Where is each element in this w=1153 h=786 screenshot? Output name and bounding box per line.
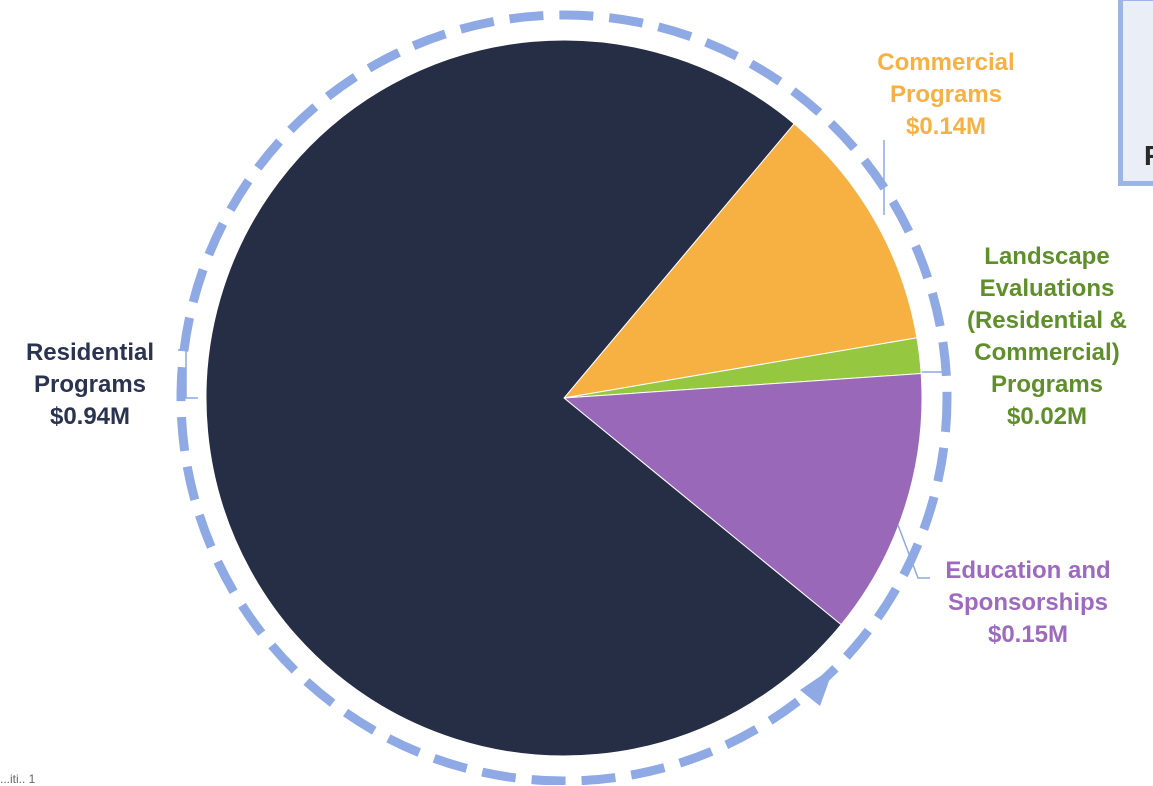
- slice-label-line: $0.15M: [988, 621, 1068, 648]
- footnote-fragment: ...iti.. 1: [0, 772, 36, 786]
- slice-label-line: Programs: [890, 81, 1002, 108]
- slice-label-line: Landscape: [984, 243, 1109, 270]
- slice-label-line: Residential: [26, 339, 154, 366]
- ring-arrow-head: [800, 667, 834, 706]
- leader-line-2: [897, 524, 930, 579]
- slice-label-line: $0.14M: [906, 113, 986, 140]
- partial-side-panel: [1118, 0, 1153, 186]
- slice-label-line: Evaluations: [980, 275, 1115, 302]
- slice-label-line: Programs: [991, 371, 1103, 398]
- pie-slice-2: [562, 372, 923, 626]
- slice-label-line: Sponsorships: [948, 589, 1108, 616]
- slice-label-2: Education and Sponsorships $0.15M: [945, 557, 1110, 648]
- pie-slice-3: [205, 39, 842, 757]
- slice-label-0: Commercial Programs $0.14M: [877, 49, 1014, 140]
- partial-panel-letter: F: [1144, 140, 1153, 171]
- slice-label-3: Residential Programs $0.94M: [26, 339, 154, 430]
- pie-slice-0: [562, 123, 918, 399]
- slice-label-line: $0.02M: [1007, 403, 1087, 430]
- slice-label-line: (Residential &: [967, 307, 1127, 334]
- slice-label-line: Programs: [34, 371, 146, 398]
- slice-label-line: Commercial: [877, 49, 1014, 76]
- leader-line-3: [178, 349, 198, 399]
- slice-label-line: Commercial): [974, 339, 1119, 366]
- slice-label-line: Education and: [945, 557, 1110, 584]
- slice-label-1: Landscape Evaluations (Residential & Commer…: [967, 243, 1127, 430]
- slice-label-line: $0.94M: [50, 403, 130, 430]
- dashed-ring: [176, 10, 952, 785]
